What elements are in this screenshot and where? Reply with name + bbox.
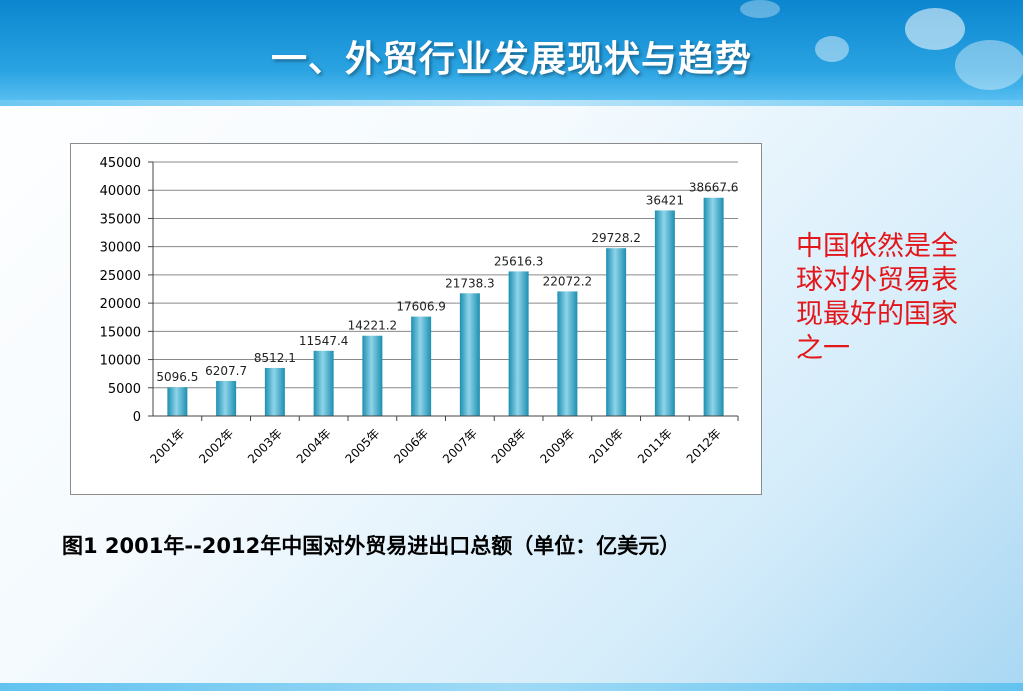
y-tick-label: 25000 [100,269,141,284]
chart-frame: 5096.5 6207.7 8512.1 11547.4 14221.2 17606.9 2… [70,143,762,495]
y-tick-label: 10000 [100,354,141,369]
x-tick-label: 2012年 [684,426,724,466]
bar [654,210,675,416]
page-title: 一、外贸行业发展现状与趋势 [270,39,752,80]
x-tick-label: 2009年 [538,426,578,466]
title-banner: 一、外贸行业发展现状与趋势 [0,0,1023,100]
bar [264,367,285,416]
data-label: 8512.1 [254,351,296,365]
y-tick-label: 5000 [108,382,141,397]
data-label: 5096.5 [156,370,198,384]
x-tick-label: 2007年 [440,426,480,466]
bottom-bar [0,683,1023,691]
data-label: 29728.2 [591,231,641,245]
data-label: 25616.3 [494,254,544,268]
y-tick-label: 45000 [100,156,141,171]
bar [459,293,480,416]
x-tick-label: 2005年 [343,426,383,466]
figure-caption: 图1 2001年--2012年中国对外贸易进出口总额（单位：亿美元） [62,534,681,558]
bar [362,335,383,416]
bar [167,387,188,416]
bar [508,271,529,416]
header-stripe [0,100,1023,106]
bar [606,248,627,416]
y-tick-label: 0 [133,410,141,425]
data-label: 6207.7 [205,364,247,378]
x-tick-label: 2003年 [245,426,285,466]
data-label: 38667.6 [689,181,739,195]
y-tick-label: 15000 [100,325,141,340]
x-tick-label: 2008年 [489,426,529,466]
x-tick-label: 2004年 [294,426,334,466]
bar [313,350,334,416]
x-tick-label: 2006年 [391,426,431,466]
data-label: 21738.3 [445,276,495,290]
data-label: 22072.2 [543,274,593,288]
x-tick-label: 2002年 [196,426,236,466]
y-tick-label: 40000 [100,184,141,199]
data-label: 11547.4 [299,334,349,348]
bar [557,291,578,416]
x-tick-label: 2011年 [635,426,675,466]
data-label: 17606.9 [396,300,446,314]
side-note: 中国依然是全球对外贸易表现最好的国家之一 [796,231,958,364]
data-label: 36421 [646,193,684,207]
bubble-decoration [740,0,780,18]
y-tick-label: 20000 [100,297,141,312]
y-tick-label: 30000 [100,241,141,256]
x-tick-label: 2010年 [586,426,626,466]
bubble-decoration [955,40,1023,90]
bar [411,316,432,416]
bubble-decoration [815,36,849,62]
x-tick-label: 2001年 [148,426,188,466]
bar [703,197,724,416]
bar [216,380,237,416]
bubble-decoration [905,8,965,50]
y-tick-label: 35000 [100,212,141,227]
data-label: 14221.2 [348,319,398,333]
